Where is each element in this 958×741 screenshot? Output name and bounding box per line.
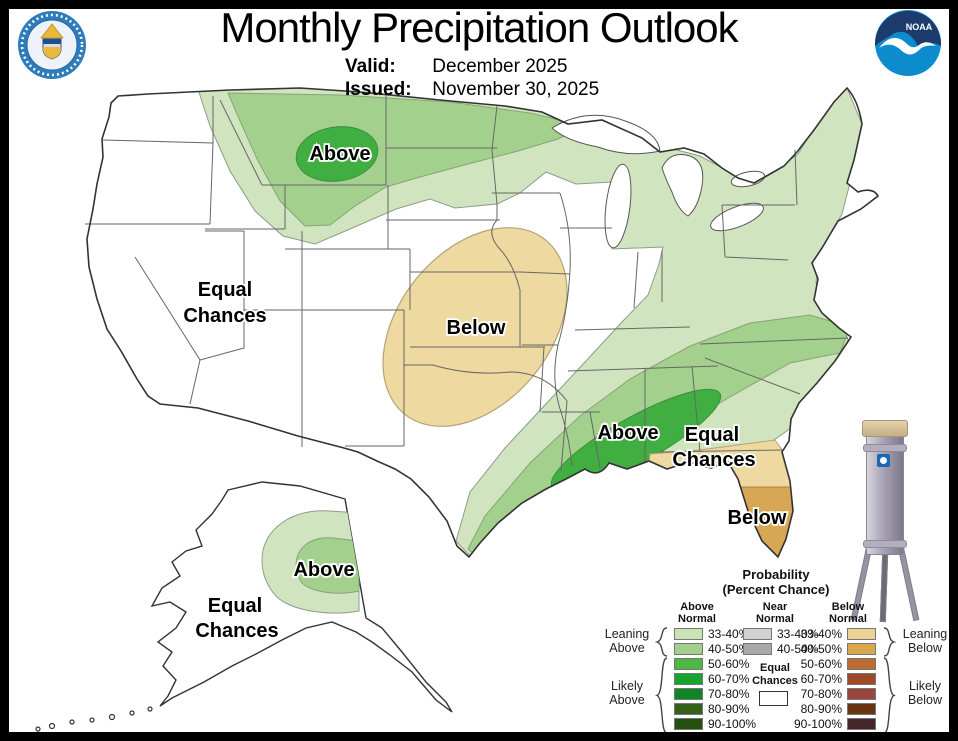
- label-southeast-above: Above: [597, 422, 658, 444]
- below-swatch-90-100: [847, 718, 876, 730]
- likely-below-brace: [883, 657, 896, 734]
- rain-gauge-ring: [863, 540, 907, 548]
- label-north-above: Above: [309, 143, 370, 165]
- above-swatch-50-60: [674, 658, 703, 670]
- above-swatch-70-80: [674, 688, 703, 700]
- near-label-33-40: 33-40%: [777, 627, 819, 641]
- rain-gauge-body: [866, 435, 904, 555]
- above-label-50-60: 50-60%: [708, 657, 750, 671]
- valid-value: December 2025: [432, 56, 568, 77]
- below-swatch-80-90: [847, 703, 876, 715]
- rain-gauge-photo: [850, 410, 952, 625]
- rain-gauge-funnel-cap: [862, 420, 908, 437]
- lake-michigan: [604, 163, 632, 249]
- label-southeast-equal-chances-line1: Equal: [685, 424, 739, 446]
- rain-gauge-noaa-sticker-icon: [877, 454, 890, 467]
- below-label-50-60: 50-60%: [800, 657, 842, 671]
- conus-outline: [86, 86, 880, 559]
- above-label-40-50: 40-50%: [708, 642, 750, 656]
- below-label-40-50: 40-50%: [800, 642, 842, 656]
- aleutian-islands: [35, 706, 153, 732]
- equal-chances-swatch: [759, 691, 788, 706]
- leaning-above-label: Leaning Above: [604, 627, 650, 655]
- above-swatch-33-40: [674, 628, 703, 640]
- above-label-90-100: 90-100%: [708, 717, 757, 731]
- above-swatch-90-100: [674, 718, 703, 730]
- near-swatch-33-40: [743, 628, 772, 640]
- label-west-equal-chances-line2: Chances: [183, 305, 266, 327]
- below-swatch-60-70: [847, 673, 876, 685]
- legend-title-line1: Probability: [742, 567, 810, 582]
- above-label-60-70: 60-70%: [708, 672, 750, 686]
- label-alaska-equal-chances-line1: Equal: [208, 595, 262, 617]
- above-swatch-80-90: [674, 703, 703, 715]
- below-normal-header: Below Normal: [829, 601, 867, 625]
- lake-huron: [661, 154, 704, 217]
- below-swatch-40-50: [847, 643, 876, 655]
- below-label-60-70: 60-70%: [800, 672, 842, 686]
- above-label-70-80: 70-80%: [708, 687, 750, 701]
- below-label-33-40: 33-40%: [800, 627, 842, 641]
- page-title: Monthly Precipitation Outlook: [220, 4, 738, 51]
- label-florida-below: Below: [728, 507, 787, 529]
- probability-legend: Probability (Percent Chance) Above Norma…: [598, 563, 954, 739]
- leaning-below-brace: [883, 627, 896, 657]
- above-label-80-90: 80-90%: [708, 702, 750, 716]
- near-label-40-50: 40-50%: [777, 642, 819, 656]
- label-alaska-above: Above: [293, 559, 354, 581]
- likely-above-brace: [655, 657, 668, 734]
- region-above-40-50-north: [227, 92, 587, 227]
- valid-issued-block: Valid: December 2025 Issued: November 30…: [345, 56, 599, 102]
- below-swatch-33-40: [847, 628, 876, 640]
- label-west-equal-chances-line1: Equal: [198, 279, 252, 301]
- issued-value: November 30, 2025: [432, 79, 600, 100]
- leaning-above-brace: [655, 627, 668, 657]
- great-lakes: [551, 114, 766, 249]
- below-label-70-80: 70-80%: [800, 687, 842, 701]
- department-of-commerce-seal-icon: [16, 9, 88, 86]
- above-swatch-40-50: [674, 643, 703, 655]
- region-above-40-50-alaska: [295, 537, 360, 594]
- legend-title-line2: (Percent Chance): [722, 582, 830, 597]
- below-label-80-90: 80-90%: [800, 702, 842, 716]
- noaa-logo-text: NOAA: [906, 22, 933, 32]
- issued-line: Issued: November 30, 2025: [345, 79, 599, 102]
- valid-label: Valid:: [345, 56, 396, 77]
- above-label-33-40: 33-40%: [708, 627, 750, 641]
- label-southeast-equal-chances-line2: Chances: [672, 449, 755, 471]
- region-above-50-60-montana: [295, 126, 379, 182]
- lake-ontario: [730, 170, 766, 188]
- lake-erie: [710, 202, 764, 232]
- issued-label: Issued:: [345, 79, 412, 100]
- state-boundaries: [85, 95, 849, 472]
- near-normal-header: Near Normal: [756, 601, 794, 625]
- likely-above-label: Likely Above: [609, 679, 645, 707]
- likely-below-label: Likely Below: [907, 679, 943, 707]
- leaning-below-label: Leaning Below: [902, 627, 948, 655]
- equal-chances-label-line1: Equal: [760, 662, 790, 674]
- equal-chances-label-line2: Chances: [752, 675, 798, 687]
- label-central-below: Below: [447, 317, 506, 339]
- above-normal-header: Above Normal: [678, 601, 716, 625]
- near-swatch-40-50: [743, 643, 772, 655]
- noaa-logo-icon: NOAA: [874, 9, 942, 82]
- valid-line: Valid: December 2025: [345, 56, 599, 79]
- region-below-33-40-central: [382, 227, 568, 427]
- label-alaska-equal-chances-line2: Chances: [195, 620, 278, 642]
- below-swatch-50-60: [847, 658, 876, 670]
- below-swatch-70-80: [847, 688, 876, 700]
- lake-superior: [551, 114, 661, 155]
- below-label-90-100: 90-100%: [793, 717, 842, 731]
- rain-gauge-ring: [863, 444, 907, 452]
- above-swatch-60-70: [674, 673, 703, 685]
